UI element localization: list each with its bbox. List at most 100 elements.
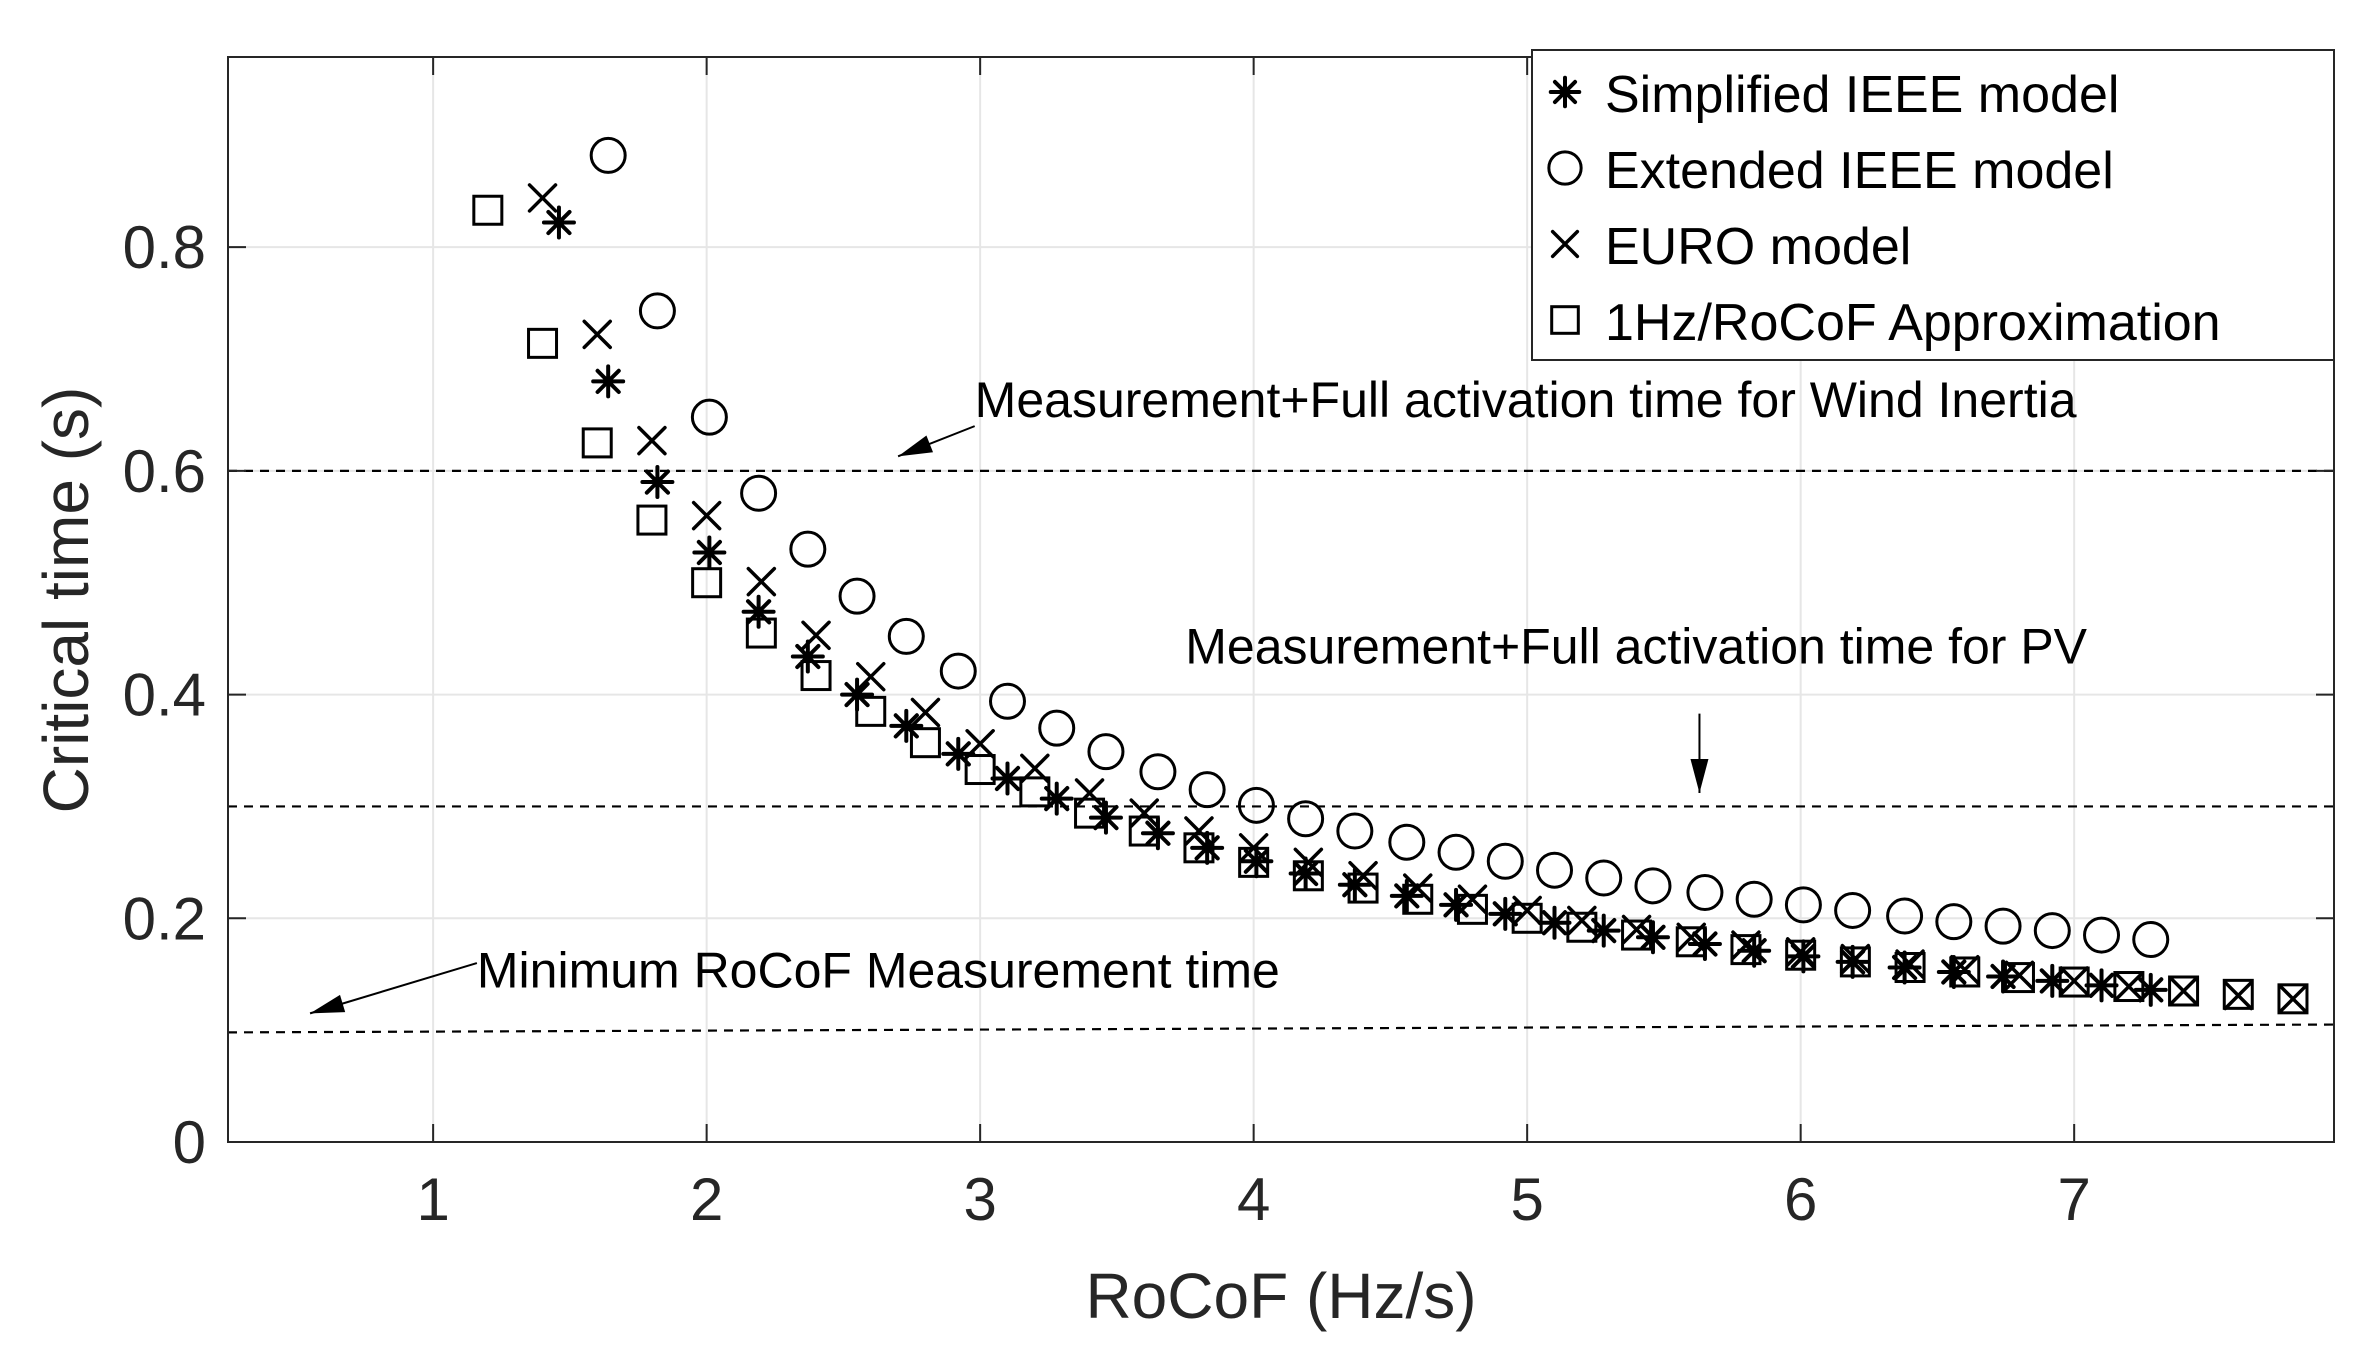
y-tick-label-3: 0.6 [123, 438, 206, 505]
point-circle-27 [1935, 903, 1973, 941]
point-square-0 [472, 194, 504, 226]
point-square-31 [2168, 975, 2200, 1007]
point-asterisk-17 [1389, 878, 1424, 913]
point-circle-16 [1388, 823, 1426, 861]
point-cross-14 [1293, 847, 1324, 878]
point-circle-30 [2083, 916, 2121, 954]
y-tick-label-2: 0.4 [123, 662, 206, 729]
x-tick-label-1: 2 [690, 1166, 723, 1233]
point-circle-17 [1437, 833, 1475, 871]
point-circle-1 [638, 292, 676, 330]
point-asterisk-4 [741, 594, 776, 629]
point-square-33 [2277, 983, 2309, 1015]
point-circle-9 [1038, 709, 1076, 747]
point-cross-0 [527, 183, 558, 213]
point-circle-14 [1287, 800, 1325, 838]
point-square-8 [909, 727, 941, 759]
point-asterisk-6 [840, 677, 875, 712]
point-cross-9 [1020, 753, 1050, 784]
point-asterisk-21 [1586, 913, 1621, 948]
point-asterisk-3 [692, 535, 727, 570]
series-asterisk [541, 205, 2168, 1007]
point-asterisk-20 [1537, 905, 1572, 940]
point-cross-4 [746, 566, 777, 597]
point-asterisk-23 [1687, 927, 1722, 962]
point-cross-10 [1074, 778, 1105, 808]
point-asterisk-19 [1488, 896, 1523, 931]
point-circle-21 [1634, 867, 1672, 905]
annotation-pv: Measurement+Full activation time for PV [1185, 618, 2087, 674]
x-tick-label-6: 7 [2057, 1166, 2090, 1233]
annotation-wind: Measurement+Full activation time for Win… [975, 372, 2077, 428]
point-circle-19 [1536, 851, 1574, 889]
point-cross-17 [1457, 884, 1488, 915]
point-asterisk-13 [1190, 830, 1225, 865]
legend-marker-circle [1547, 150, 1583, 186]
point-square-9 [964, 754, 996, 786]
legend-label-circle: Extended IEEE model [1605, 142, 2114, 200]
point-cross-32 [2278, 984, 2308, 1014]
point-asterisk-32 [2133, 972, 2168, 1007]
point-cross-2 [637, 425, 667, 456]
point-circle-11 [1139, 753, 1177, 791]
x-tick-label-2: 3 [963, 1166, 996, 1233]
point-asterisk-8 [941, 736, 976, 771]
point-square-3 [636, 504, 668, 536]
point-cross-30 [2168, 976, 2199, 1006]
legend-marker-cross [1550, 229, 1580, 259]
legend-marker-asterisk [1548, 75, 1582, 109]
arrow-head-pv [1690, 759, 1709, 794]
point-square-1 [527, 327, 559, 359]
point-asterisk-27 [1887, 950, 1922, 985]
point-asterisk-12 [1140, 816, 1175, 851]
point-circle-25 [1834, 891, 1872, 929]
point-circle-28 [1984, 907, 2022, 945]
legend: Simplified IEEE model Extended IEEE model… [1531, 49, 2335, 361]
point-cross-6 [855, 661, 886, 692]
point-square-2 [581, 427, 613, 459]
point-cross-28 [2059, 966, 2089, 996]
point-asterisk-30 [2035, 963, 2070, 998]
point-circle-4 [789, 530, 827, 568]
point-asterisk-5 [790, 639, 825, 674]
point-square-4 [691, 567, 723, 599]
point-square-19 [1511, 902, 1543, 934]
point-cross-11 [1129, 798, 1159, 828]
point-square-6 [800, 660, 832, 692]
point-square-32 [2222, 978, 2254, 1010]
point-asterisk-9 [990, 761, 1025, 796]
x-axis-label: RoCoF (Hz/s) [1085, 1260, 1476, 1332]
x-tick-label-3: 4 [1237, 1166, 1270, 1233]
point-asterisk-14 [1239, 844, 1274, 879]
point-circle-3 [740, 474, 778, 512]
point-circle-7 [939, 652, 977, 690]
point-square-5 [745, 617, 777, 649]
point-circle-31 [2132, 921, 2170, 959]
point-asterisk-24 [1737, 933, 1772, 968]
point-cross-26 [1950, 954, 1980, 985]
point-cross-1 [582, 319, 612, 350]
point-asterisk-15 [1288, 856, 1323, 891]
axis-ticks: 1 2 3 4 5 6 7 0 0.2 0.4 0.6 0.8 [123, 57, 2334, 1233]
point-asterisk-26 [1835, 944, 1870, 979]
legend-box [1531, 49, 2335, 361]
point-circle-12 [1188, 771, 1226, 809]
point-asterisk-29 [1986, 959, 2021, 994]
point-asterisk-25 [1786, 939, 1821, 974]
point-circle-10 [1087, 733, 1125, 771]
point-asterisk-0 [541, 205, 576, 240]
point-asterisk-11 [1088, 800, 1123, 835]
point-asterisk-31 [2084, 968, 2119, 1003]
series-circle [589, 136, 2170, 959]
point-asterisk-7 [889, 708, 924, 743]
point-asterisk-28 [1936, 954, 1971, 989]
point-square-20 [1566, 911, 1598, 943]
x-tick-label-5: 6 [1784, 1166, 1817, 1233]
point-circle-26 [1886, 897, 1924, 935]
point-circle-13 [1237, 786, 1275, 824]
point-circle-6 [887, 617, 925, 655]
annotation-min: Minimum RoCoF Measurement time [477, 943, 1280, 999]
point-asterisk-1 [591, 364, 626, 399]
point-cross-3 [691, 500, 722, 531]
legend-label-cross: EURO model [1605, 218, 1911, 276]
